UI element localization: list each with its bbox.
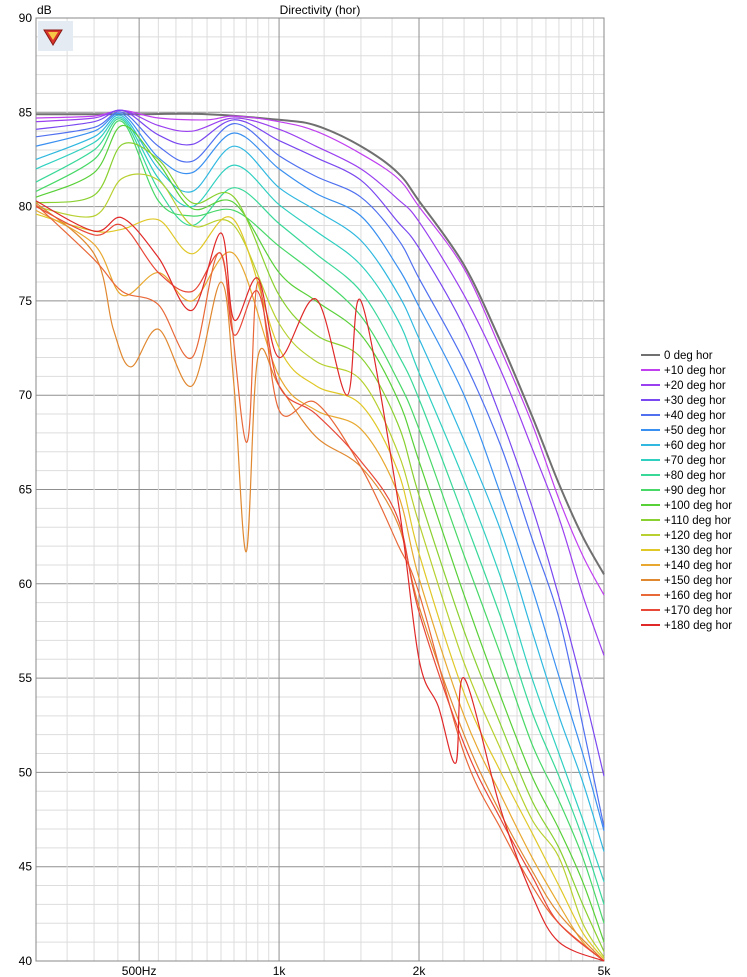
series-line-3 (35, 109, 605, 777)
legend-label: +80 deg hor (664, 470, 726, 482)
y-tick-label: 40 (19, 954, 33, 968)
legend-label: +140 deg hor (664, 560, 732, 572)
series-line-17 (35, 206, 605, 962)
legend: 0 deg hor +10 deg hor +20 deg hor +30 deg h… (641, 350, 732, 632)
legend-label: +60 deg hor (664, 440, 726, 452)
y-axis-label: dB (37, 3, 52, 17)
tick-labels: 40 45 50 55 60 65 70 75 80 85 90 500Hz 1k 2k 5k (19, 11, 612, 977)
legend-label: 0 deg hor (664, 350, 713, 362)
legend-label: +100 deg hor (664, 500, 732, 512)
series-line-7 (35, 116, 605, 882)
series-line-13 (35, 213, 605, 960)
legend-label: +10 deg hor (664, 365, 726, 377)
series-line-18 (35, 200, 605, 962)
x-tick-label: 1k (273, 964, 287, 977)
y-tick-label: 70 (19, 388, 33, 402)
series-line-10 (35, 124, 605, 943)
series-line-1 (35, 109, 605, 596)
x-tick-label: 2k (413, 964, 427, 977)
legend-label: +170 deg hor (664, 605, 732, 617)
series-layer (35, 109, 605, 962)
series-line-12 (35, 173, 605, 958)
series-line-6 (35, 114, 605, 852)
series-line-4 (35, 111, 605, 828)
series-line-9 (35, 120, 605, 924)
y-tick-label: 75 (19, 294, 33, 308)
series-line-2 (35, 109, 605, 656)
legend-label: +20 deg hor (664, 380, 726, 392)
legend-label: +150 deg hor (664, 575, 732, 587)
y-tick-label: 60 (19, 577, 33, 591)
chart-grid (36, 17, 604, 962)
legend-label: +90 deg hor (664, 485, 726, 497)
x-tick-label: 5k (598, 964, 612, 977)
series-line-8 (35, 118, 605, 905)
series-line-11 (35, 142, 605, 952)
series-line-5 (35, 112, 605, 832)
series-line-0 (35, 112, 605, 575)
legend-label: +40 deg hor (664, 410, 726, 422)
logo-icon (38, 21, 73, 51)
series-line-14 (35, 209, 605, 962)
y-tick-label: 45 (19, 860, 33, 874)
series-line-15 (35, 202, 605, 962)
legend-label: +110 deg hor (664, 515, 731, 527)
y-tick-label: 80 (19, 200, 33, 214)
legend-label: +180 deg hor (664, 620, 732, 632)
legend-label: +130 deg hor (664, 545, 732, 557)
y-tick-label: 55 (19, 671, 33, 685)
y-tick-label: 65 (19, 483, 33, 497)
series-line-16 (35, 204, 605, 962)
chart-title: Directivity (hor) (280, 3, 361, 17)
y-tick-label: 85 (19, 105, 33, 119)
legend-label: +160 deg hor (664, 590, 732, 602)
legend-label: +120 deg hor (664, 530, 732, 542)
y-tick-label: 90 (19, 11, 33, 25)
plot-frame (35, 17, 605, 962)
y-tick-label: 50 (19, 765, 33, 779)
x-tick-label: 500Hz (122, 964, 157, 977)
legend-label: +30 deg hor (664, 395, 726, 407)
legend-label: +50 deg hor (664, 425, 726, 437)
legend-label: +70 deg hor (664, 455, 726, 467)
